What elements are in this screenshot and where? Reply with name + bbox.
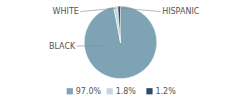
svg-text:1.8%: 1.8% [116,87,137,96]
svg-text:97.0%: 97.0% [76,87,102,96]
svg-text:BLACK: BLACK [49,42,76,51]
svg-text:HISPANIC: HISPANIC [162,7,200,16]
svg-text:WHITE: WHITE [53,7,79,16]
svg-text:1.2%: 1.2% [155,87,176,96]
